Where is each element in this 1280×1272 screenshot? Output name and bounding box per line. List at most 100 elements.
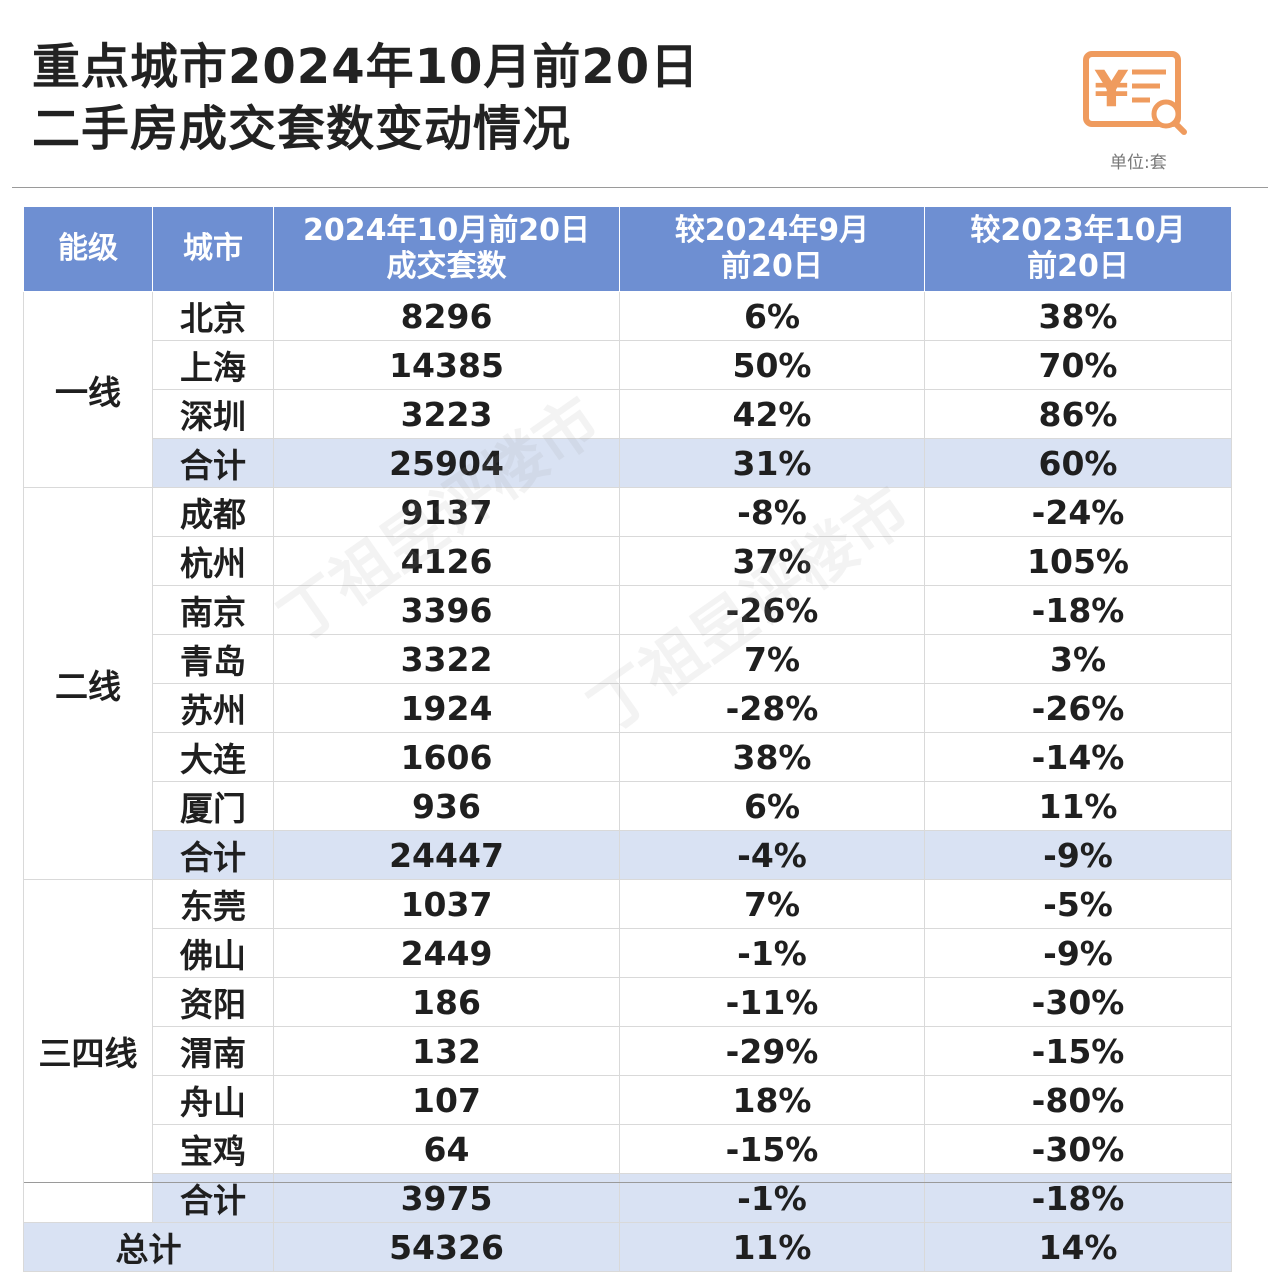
col-header-tier: 能级 <box>23 206 153 292</box>
city-cell: 上海 <box>152 340 274 390</box>
subtotal-row: 合计 25904 31% 60% <box>24 438 1232 488</box>
svg-text:¥: ¥ <box>1094 60 1129 118</box>
volume-cell: 8296 <box>273 291 620 341</box>
city-cell: 杭州 <box>152 536 274 586</box>
table-row: 资阳 186 -11% -30% <box>24 977 1232 1027</box>
col-header-mom: 较2024年9月 前20日 <box>619 206 925 292</box>
tier-label: 一线 <box>23 291 153 488</box>
volume-cell: 1606 <box>273 732 620 782</box>
transaction-table: 能级 城市 2024年10月前20日 成交套数 较2024年9月 前20日 较2… <box>23 206 1232 1272</box>
mom-cell: -29% <box>619 1026 925 1076</box>
table-row: 一线 北京 8296 6% 38% <box>23 291 1232 488</box>
mom-cell: 38% <box>619 732 925 782</box>
mom-cell: -28% <box>619 683 925 733</box>
city-cell: 南京 <box>152 585 274 635</box>
subtotal-row: 合计 3975 -1% -18% <box>24 1173 1232 1223</box>
mom-cell: -1% <box>619 928 925 978</box>
table-header-row: 能级 城市 2024年10月前20日 成交套数 较2024年9月 前20日 较2… <box>23 206 1232 292</box>
subtotal-row: 合计 24447 -4% -9% <box>24 830 1232 880</box>
volume-cell: 3396 <box>273 585 620 635</box>
mom-cell: 6% <box>619 291 925 341</box>
table-row: 青岛 3322 7% 3% <box>24 634 1232 684</box>
yoy-cell: -14% <box>924 732 1232 782</box>
yoy-cell: -5% <box>924 879 1232 929</box>
col-header-volume-line1: 2024年10月前20日 <box>303 213 590 248</box>
yuan-receipt-search-icon: ¥ <box>1083 51 1187 135</box>
city-cell: 北京 <box>152 291 274 341</box>
volume-cell: 4126 <box>273 536 620 586</box>
volume-cell: 24447 <box>273 830 620 880</box>
title-line-2: 二手房成交套数变动情况 <box>32 101 572 157</box>
city-cell: 青岛 <box>152 634 274 684</box>
col-header-yoy-line2: 前20日 <box>1027 249 1129 284</box>
yoy-cell: -80% <box>924 1075 1232 1125</box>
volume-cell: 3975 <box>273 1173 620 1223</box>
yoy-cell: -30% <box>924 1124 1232 1174</box>
unit-label: 单位:套 <box>1110 153 1167 173</box>
subtotal-label: 合计 <box>152 830 274 880</box>
table-row: 佛山 2449 -1% -9% <box>24 928 1232 978</box>
table-row: 渭南 132 -29% -15% <box>24 1026 1232 1076</box>
col-header-yoy-line1: 较2023年10月 <box>970 213 1186 248</box>
mom-cell: -1% <box>619 1173 925 1223</box>
yoy-cell: 3% <box>924 634 1232 684</box>
yoy-cell: -30% <box>924 977 1232 1027</box>
city-cell: 渭南 <box>152 1026 274 1076</box>
tier-label: 二线 <box>23 487 153 880</box>
footer-divider <box>24 1182 1232 1183</box>
city-cell: 成都 <box>152 487 274 537</box>
volume-cell: 1924 <box>273 683 620 733</box>
city-cell: 东莞 <box>152 879 274 929</box>
volume-cell: 132 <box>273 1026 620 1076</box>
volume-cell: 64 <box>273 1124 620 1174</box>
total-label: 总计 <box>23 1222 274 1272</box>
table-row: 三四线 东莞 1037 7% -5% <box>23 879 1232 1223</box>
total-row: 总计 54326 11% 14% <box>23 1222 1232 1272</box>
yoy-cell: 38% <box>924 291 1232 341</box>
yoy-cell: 70% <box>924 340 1232 390</box>
yoy-cell: -9% <box>924 928 1232 978</box>
page-title: 重点城市2024年10月前20日 二手房成交套数变动情况 <box>32 36 699 160</box>
header-divider <box>12 187 1268 188</box>
yoy-cell: -9% <box>924 830 1232 880</box>
mom-cell: 11% <box>619 1222 925 1272</box>
volume-cell: 1037 <box>273 879 620 929</box>
volume-cell: 9137 <box>273 487 620 537</box>
title-line-1: 重点城市2024年10月前20日 <box>32 39 700 95</box>
subtotal-label: 合计 <box>152 1173 274 1223</box>
volume-cell: 54326 <box>273 1222 620 1272</box>
mom-cell: -4% <box>619 830 925 880</box>
table-row: 南京 3396 -26% -18% <box>24 585 1232 635</box>
volume-cell: 3223 <box>273 389 620 439</box>
mom-cell: 42% <box>619 389 925 439</box>
yoy-cell: -18% <box>924 585 1232 635</box>
yoy-cell: -18% <box>924 1173 1232 1223</box>
mom-cell: 6% <box>619 781 925 831</box>
city-cell: 苏州 <box>152 683 274 733</box>
col-header-volume-line2: 成交套数 <box>386 249 507 284</box>
volume-cell: 14385 <box>273 340 620 390</box>
table-row: 上海 14385 50% 70% <box>24 340 1232 390</box>
mom-cell: 7% <box>619 879 925 929</box>
col-header-city: 城市 <box>152 206 274 292</box>
mom-cell: 7% <box>619 634 925 684</box>
city-cell: 佛山 <box>152 928 274 978</box>
mom-cell: -8% <box>619 487 925 537</box>
volume-cell: 25904 <box>273 438 620 488</box>
mom-cell: 50% <box>619 340 925 390</box>
table-row: 舟山 107 18% -80% <box>24 1075 1232 1125</box>
table-row: 深圳 3223 42% 86% <box>24 389 1232 439</box>
col-header-mom-line2: 前20日 <box>721 249 823 284</box>
city-cell: 大连 <box>152 732 274 782</box>
mom-cell: 31% <box>619 438 925 488</box>
yoy-cell: 11% <box>924 781 1232 831</box>
volume-cell: 186 <box>273 977 620 1027</box>
yoy-cell: -26% <box>924 683 1232 733</box>
volume-cell: 2449 <box>273 928 620 978</box>
mom-cell: -15% <box>619 1124 925 1174</box>
volume-cell: 3322 <box>273 634 620 684</box>
col-header-volume: 2024年10月前20日 成交套数 <box>273 206 620 292</box>
yoy-cell: 14% <box>924 1222 1232 1272</box>
volume-cell: 936 <box>273 781 620 831</box>
city-cell: 宝鸡 <box>152 1124 274 1174</box>
